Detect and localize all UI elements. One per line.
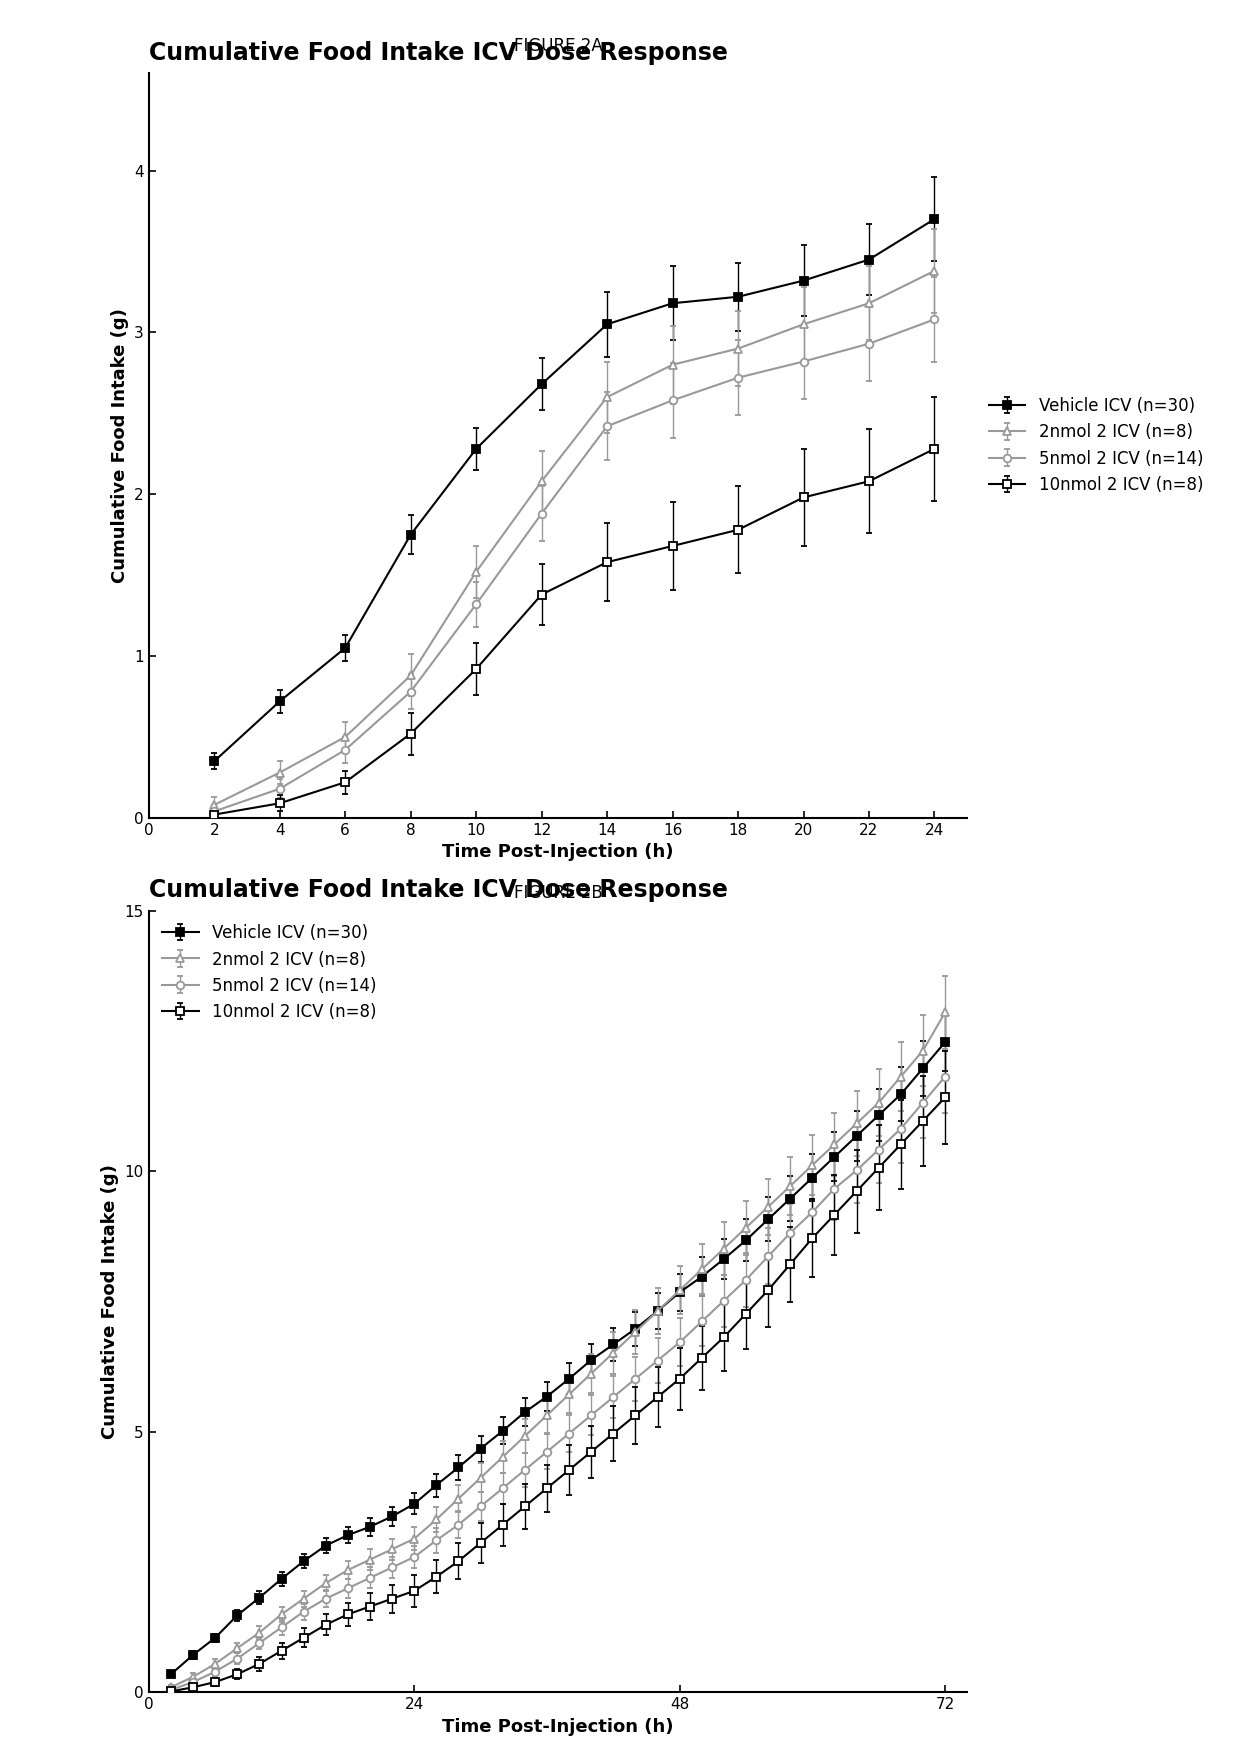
Legend: Vehicle ICV (n=30), 2nmol 2 ICV (n=8), 5nmol 2 ICV (n=14), 10nmol 2 ICV (n=8): Vehicle ICV (n=30), 2nmol 2 ICV (n=8), 5… bbox=[157, 919, 382, 1026]
Y-axis label: Cumulative Food Intake (g): Cumulative Food Intake (g) bbox=[110, 309, 129, 584]
Text: Cumulative Food Intake ICV Dose Response: Cumulative Food Intake ICV Dose Response bbox=[149, 41, 728, 65]
Text: FIGURE 2A: FIGURE 2A bbox=[513, 37, 603, 55]
Legend: Vehicle ICV (n=30), 2nmol 2 ICV (n=8), 5nmol 2 ICV (n=14), 10nmol 2 ICV (n=8): Vehicle ICV (n=30), 2nmol 2 ICV (n=8), 5… bbox=[983, 391, 1208, 499]
Y-axis label: Cumulative Food Intake (g): Cumulative Food Intake (g) bbox=[102, 1164, 119, 1439]
X-axis label: Time Post-Injection (h): Time Post-Injection (h) bbox=[443, 843, 673, 862]
X-axis label: Time Post-Injection (h): Time Post-Injection (h) bbox=[443, 1717, 673, 1737]
Text: FIGURE 2B: FIGURE 2B bbox=[513, 883, 603, 901]
Text: Cumulative Food Intake ICV Dose Response: Cumulative Food Intake ICV Dose Response bbox=[149, 878, 728, 903]
